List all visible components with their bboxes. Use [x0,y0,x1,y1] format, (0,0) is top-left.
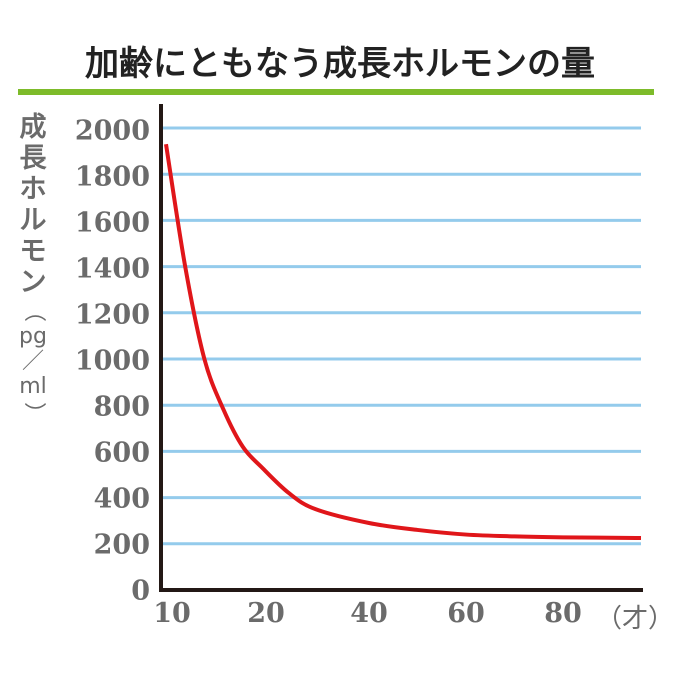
y-axis-label-char: ン [19,267,47,298]
y-axis-label-char: モ [19,236,47,267]
x-tick: 60 [447,598,485,629]
x-tick: 80 [544,598,582,629]
y-tick: 1000 [74,345,150,377]
title-underline [18,89,654,95]
chart-title: 加齢にともなう成長ホルモンの量 [85,44,595,84]
x-tick: 40 [350,598,388,629]
y-axis-label-char: ル [19,205,47,236]
y-tick: 800 [93,391,150,423]
y-tick: 200 [93,529,150,561]
y-tick: 1400 [74,253,150,285]
y-tick: 1800 [74,161,150,193]
x-tick: 10 [153,598,191,629]
y-tick: 2000 [74,115,150,147]
growth-hormone-curve [164,143,642,541]
y-axis-unit-bottom: ml [19,374,47,399]
y-tick: 1200 [74,299,150,331]
y-axis-label-char: 長 [19,143,47,174]
x-axis-unit-label: （才） [596,604,675,634]
y-axis-unit-top: pg [19,324,47,349]
y-tick: 600 [93,437,150,469]
gridlines [163,126,641,546]
y-axis-label-char: ホ [19,174,47,205]
y-axis-unit-slash: ／ [21,349,44,374]
y-axis-label: 成 長 ホ ル モ ン （ pg ／ ml ） [18,112,48,426]
y-tick: 1600 [74,207,150,239]
y-tick: 0 [131,575,150,607]
y-axis-label-char: 成 [19,112,47,143]
y-tick: 400 [93,483,150,515]
x-tick: 20 [247,598,285,629]
